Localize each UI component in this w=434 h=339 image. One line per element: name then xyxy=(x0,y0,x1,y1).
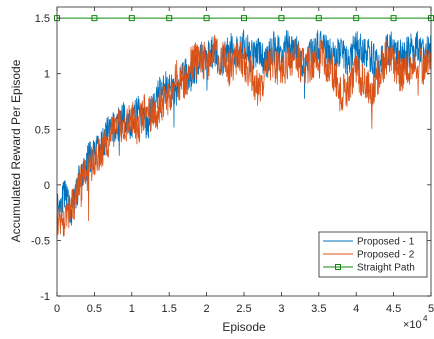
x-tick-label: 4 xyxy=(353,303,359,315)
axes-layer: 0 0.5 1 1.5 2 2.5 3 3.5 4 4.5 5 -1 -0.5 0 0.5 1 1.5 xyxy=(31,6,434,315)
y-axis-label: Accumulated Reward Per Episode xyxy=(9,59,23,242)
series-marker xyxy=(390,15,397,22)
series-marker xyxy=(91,15,98,22)
y-tick-label: 1.5 xyxy=(35,13,50,25)
y-tick-label: 0.5 xyxy=(35,124,50,136)
series-marker xyxy=(315,15,322,22)
x-tick-label: 4.5 xyxy=(386,303,401,315)
x-exponent-label: ×10 xyxy=(403,319,422,331)
x-tick-label: 1.5 xyxy=(162,303,177,315)
series-marker xyxy=(203,15,210,22)
series-marker xyxy=(278,15,285,22)
x-tick-label: 0.5 xyxy=(87,303,102,315)
x-exponent-power: 4 xyxy=(423,314,428,323)
series-line-1 xyxy=(56,34,432,238)
x-axis-label: Episode xyxy=(222,320,266,334)
series-marker xyxy=(353,15,360,22)
legend-label: Proposed - 2 xyxy=(357,250,415,261)
series-marker xyxy=(128,15,135,22)
series-marker xyxy=(241,15,247,22)
x-tick-label: 1 xyxy=(129,303,135,315)
series-layer xyxy=(54,15,434,238)
y-tick-label: 0 xyxy=(44,180,50,192)
x-tick-label: 3 xyxy=(278,303,284,315)
x-tick-label: 2 xyxy=(204,303,210,315)
legend: Proposed - 1 Proposed - 2 Straight Path xyxy=(318,231,428,278)
y-tick-label: -1 xyxy=(40,291,50,303)
x-tick-label: 3.5 xyxy=(311,303,326,315)
y-tick-label: 1 xyxy=(44,69,50,81)
x-tick-label: 2.5 xyxy=(236,303,251,315)
x-tick-label: 5 xyxy=(428,303,434,315)
y-tick-label: -0.5 xyxy=(31,235,50,247)
legend-label: Proposed - 1 xyxy=(357,237,415,248)
series-marker xyxy=(166,15,173,22)
x-tick-label: 0 xyxy=(54,303,60,315)
legend-label: Straight Path xyxy=(357,263,415,274)
legend-marker xyxy=(335,264,341,270)
